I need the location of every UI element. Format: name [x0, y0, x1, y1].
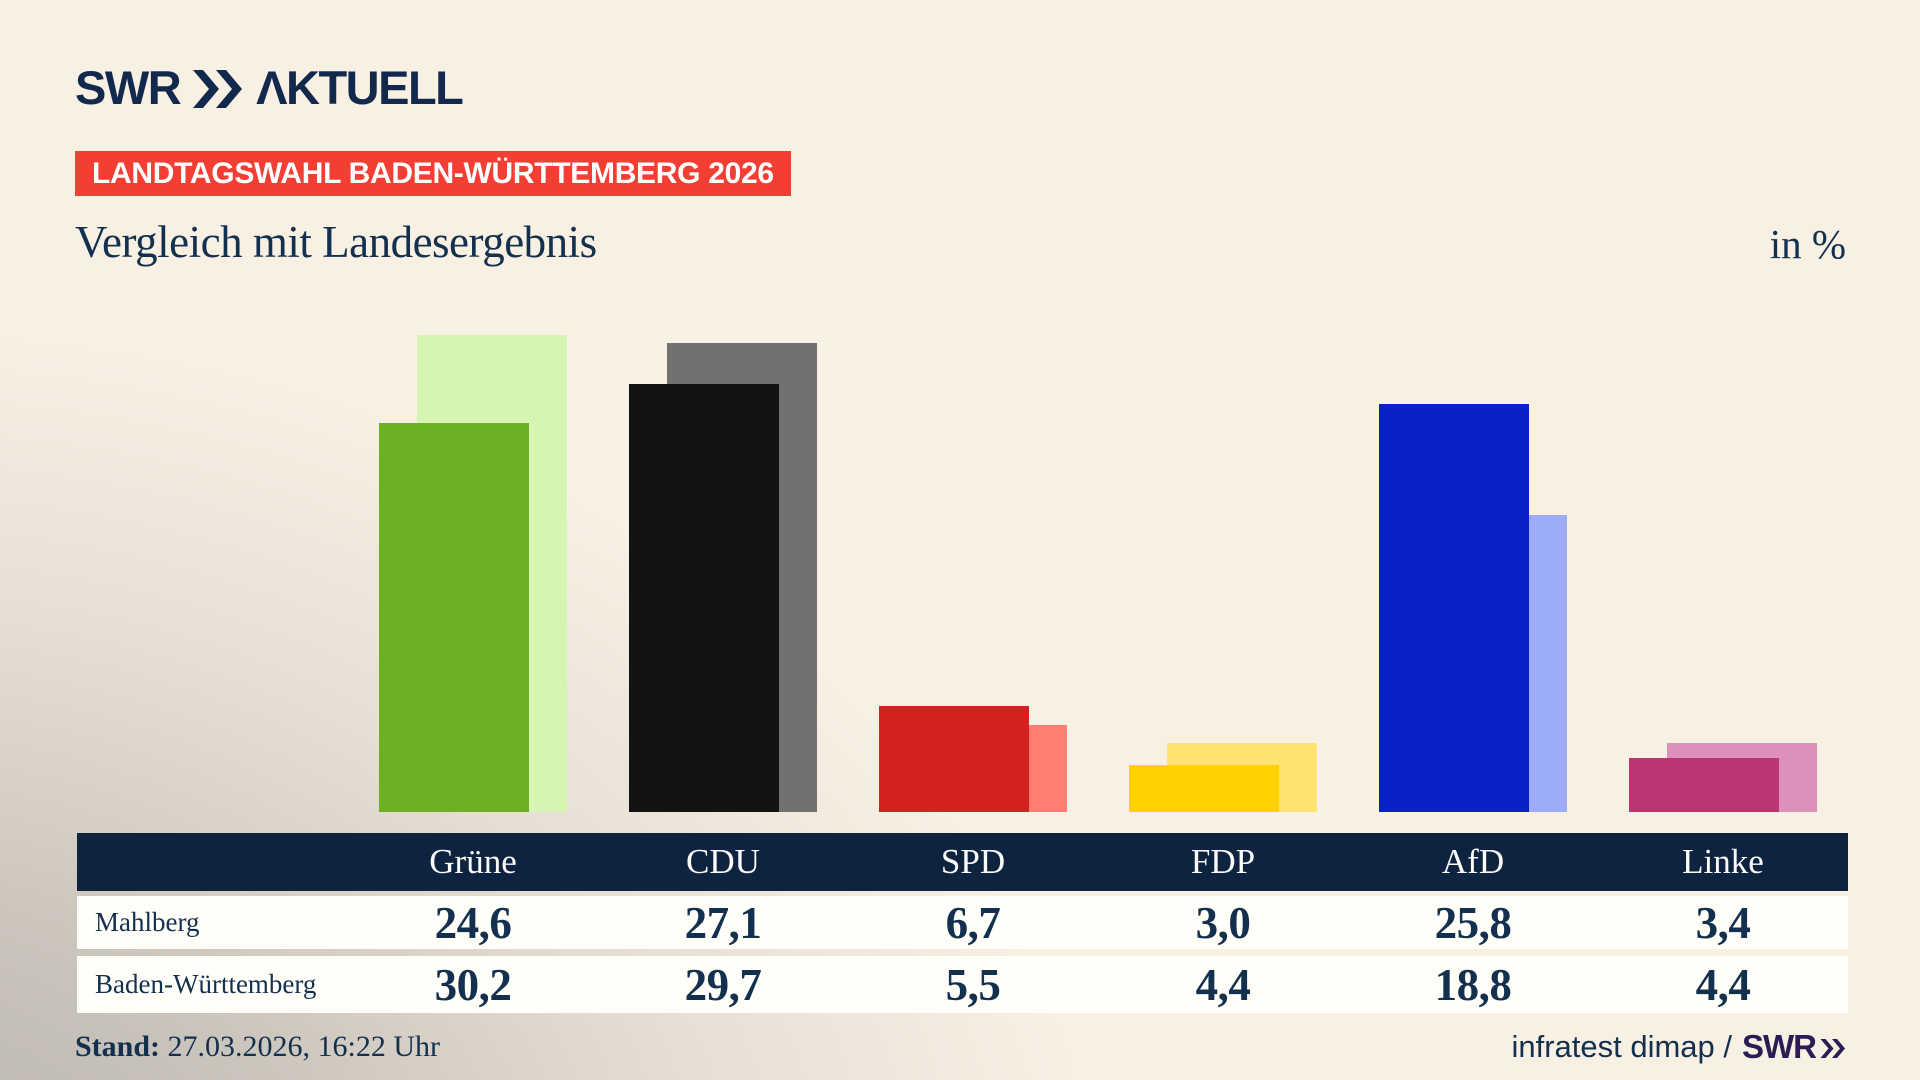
bar-mahlberg-fdp — [1129, 764, 1279, 812]
table-header-row: Grüne CDU SPD FDP AfD Linke — [77, 833, 1848, 891]
election-badge: LANDTAGSWAHL BADEN-WÜRTTEMBERG 2026 — [75, 151, 791, 196]
logo-swr-text: SWR — [75, 61, 182, 114]
value-baden-wuerttemberg-afd: 18,8 — [1434, 959, 1512, 1010]
swr-footer-logo: SWR — [1742, 1028, 1846, 1066]
value-baden-wuerttemberg-gruene: 30,2 — [434, 959, 512, 1010]
source-text: infratest dimap / — [1511, 1029, 1732, 1064]
value-baden-wuerttemberg-linke: 4,4 — [1695, 959, 1751, 1010]
stand-label: Stand: — [75, 1030, 161, 1063]
table-row-baden-wuerttemberg: Baden-Württemberg 30,2 29,7 5,5 4,4 18,8 4,4 — [77, 956, 1848, 1013]
row-label-baden-wuerttemberg: Baden-Württemberg — [95, 969, 317, 999]
value-mahlberg-spd: 6,7 — [945, 897, 1001, 948]
logo-aktuell-text: ΛKTUELL — [256, 61, 464, 114]
column-header-spd: SPD — [940, 842, 1006, 881]
double-chevron-icon — [193, 69, 243, 108]
source-attribution: infratest dimap / SWR — [1511, 1028, 1846, 1066]
stand-value: 27.03.2026, 16:22 Uhr — [160, 1030, 441, 1063]
value-mahlberg-afd: 25,8 — [1434, 897, 1512, 948]
footer-swr-text: SWR — [1742, 1028, 1817, 1065]
bar-mahlberg-cdu — [629, 383, 779, 812]
bar-mahlberg-afd — [1379, 404, 1529, 812]
value-mahlberg-gruene: 24,6 — [434, 897, 512, 948]
value-baden-wuerttemberg-spd: 5,5 — [945, 959, 1001, 1010]
column-header-gruene: Grüne — [429, 842, 517, 881]
bar-mahlberg-gruene — [379, 423, 529, 812]
column-header-fdp: FDP — [1190, 842, 1256, 881]
double-chevron-icon — [1820, 1039, 1845, 1058]
column-header-linke: Linke — [1682, 842, 1764, 881]
table-header-corner — [77, 833, 348, 891]
table-row-mahlberg: Mahlberg 24,6 27,1 6,7 3,0 25,8 3,4 — [77, 896, 1848, 949]
value-baden-wuerttemberg-cdu: 29,7 — [684, 959, 762, 1010]
value-mahlberg-fdp: 3,0 — [1195, 897, 1251, 948]
value-baden-wuerttemberg-fdp: 4,4 — [1195, 959, 1251, 1010]
bar-mahlberg-linke — [1629, 758, 1779, 812]
results-table: Grüne CDU SPD FDP AfD Linke Mahlberg 24,6 27,1 6,… — [77, 833, 1848, 1013]
value-mahlberg-cdu: 27,1 — [684, 897, 762, 948]
value-mahlberg-linke: 3,4 — [1695, 897, 1751, 948]
unit-label: in % — [1769, 221, 1846, 267]
swr-aktuell-logo: SWR ΛKTUELL — [75, 60, 464, 115]
row-label-mahlberg: Mahlberg — [95, 907, 200, 937]
chart-title: Vergleich mit Landesergebnis — [75, 217, 597, 267]
bar-mahlberg-spd — [879, 706, 1029, 812]
stand-timestamp: Stand: 27.03.2026, 16:22 Uhr — [75, 1030, 440, 1064]
column-header-cdu: CDU — [686, 842, 760, 881]
column-header-afd: AfD — [1441, 842, 1505, 881]
